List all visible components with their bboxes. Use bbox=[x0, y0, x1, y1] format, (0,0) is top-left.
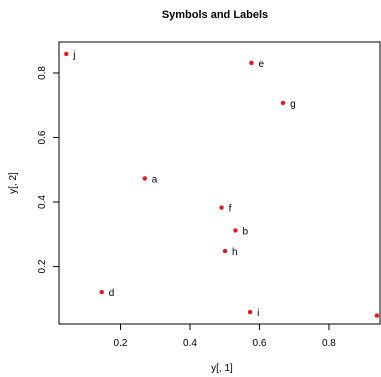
data-point-h bbox=[222, 248, 228, 254]
chart-title: Symbols and Labels bbox=[162, 9, 268, 21]
y-tick-label: 0.4 bbox=[37, 195, 48, 209]
point-label-i: i bbox=[257, 308, 259, 319]
point-label-b: b bbox=[242, 226, 248, 237]
x-tick-label: 0.6 bbox=[252, 338, 266, 349]
y-tick-label: 0.2 bbox=[37, 259, 48, 273]
data-point-e bbox=[249, 60, 254, 66]
x-tick-label: 0.2 bbox=[114, 338, 128, 349]
data-point-d bbox=[99, 289, 104, 295]
data-point-a bbox=[142, 176, 148, 181]
point-label-a: a bbox=[152, 174, 158, 185]
x-tick-label: 0.4 bbox=[183, 338, 197, 349]
data-point-f bbox=[219, 205, 224, 210]
point-label-h: h bbox=[232, 247, 238, 258]
point-label-e: e bbox=[258, 59, 264, 70]
point-label-j: j bbox=[72, 50, 75, 61]
y-tick-label: 0.6 bbox=[37, 130, 48, 144]
x-tick-label: 0.8 bbox=[322, 338, 336, 349]
data-point-b bbox=[233, 228, 238, 233]
plot-frame bbox=[58, 41, 381, 325]
data-point-i bbox=[247, 309, 253, 315]
x-axis: 0.2 0.4 0.6 0.8 bbox=[114, 324, 336, 349]
x-axis-label: y[, 1] bbox=[211, 363, 233, 374]
y-tick-label: 0.8 bbox=[37, 66, 48, 80]
y-axis-label: y[, 2] bbox=[8, 172, 19, 194]
point-label-d: d bbox=[109, 288, 115, 299]
point-label-g: g bbox=[290, 99, 296, 110]
data-point-g bbox=[280, 100, 286, 106]
points-layer: abcdefghij bbox=[64, 50, 380, 319]
data-point-c bbox=[374, 313, 380, 318]
y-axis: 0.2 0.4 0.6 0.8 bbox=[37, 66, 59, 274]
data-point-j bbox=[64, 51, 69, 57]
point-label-f: f bbox=[229, 204, 232, 215]
